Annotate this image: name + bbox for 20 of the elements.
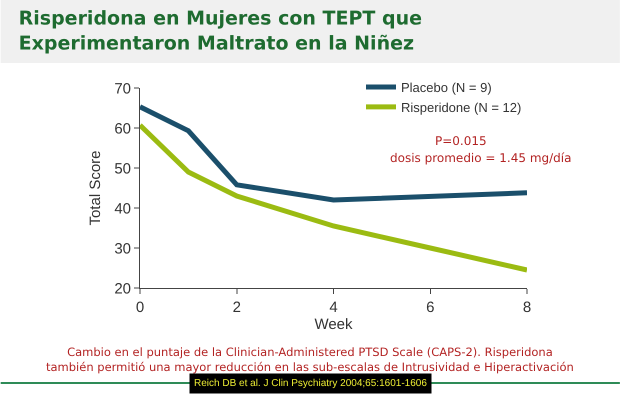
y-tick-label: 30 <box>114 240 131 258</box>
x-tick-label: 2 <box>232 299 241 316</box>
annotation: P=0.015 <box>435 134 487 148</box>
x-tick-label: 0 <box>136 299 144 316</box>
legend-label: Risperidone (N = 12) <box>401 100 522 115</box>
y-tick-label: 40 <box>114 200 131 218</box>
y-tick-label: 60 <box>114 120 131 138</box>
legend-label: Placebo (N = 9) <box>401 80 492 96</box>
x-axis-title: Week <box>314 316 354 333</box>
x-tick-label: 6 <box>426 299 434 316</box>
text: Reich DB et al. J Clin Psychiatry 2004;65:1601-1606 <box>194 378 428 389</box>
text: Cambio en el puntaje de la Clinician-Administered PTSD Scale (CAPS-2). Risperidona también permitió una mayor reducción en las sub-escalas de Intrusividad e Hiperactivación <box>46 345 574 374</box>
y-tick-label: 70 <box>114 80 131 98</box>
annotation: dosis promedio = 1.45 mg/día <box>390 151 572 165</box>
y-tick-label: 20 <box>114 280 131 298</box>
chart-title: Risperidona en Mujeres con TEPT que Experimentaron Maltrato en la Niñez <box>18 8 422 54</box>
y-axis-title: Total Score <box>87 150 104 226</box>
x-tick-label: 8 <box>522 299 532 316</box>
y-tick-label: 50 <box>114 160 131 178</box>
x-tick-label: 4 <box>329 299 338 316</box>
